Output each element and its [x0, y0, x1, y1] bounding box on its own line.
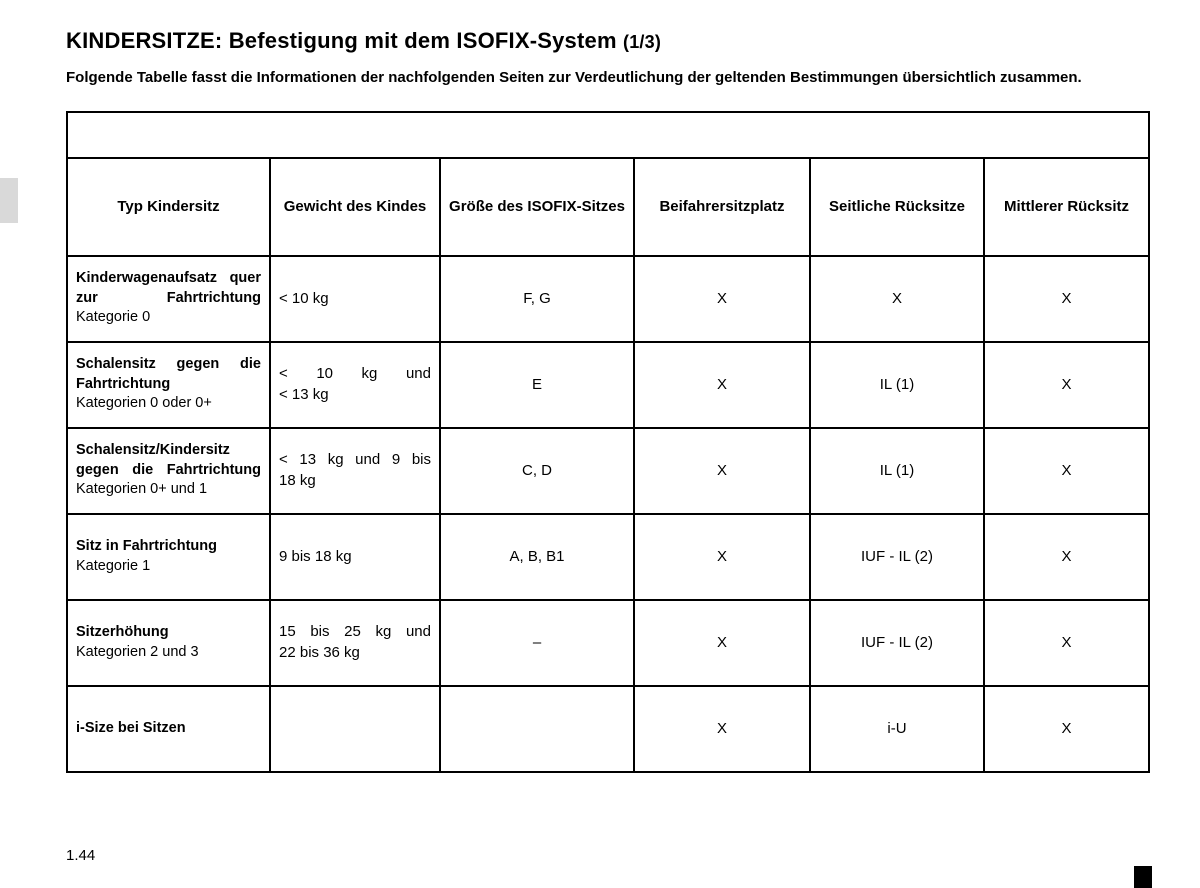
title-main: KINDERSITZE: Befestigung mit dem ISOFIX-… — [66, 28, 617, 53]
weight-line1: < 10 kg und — [279, 364, 431, 384]
cell-side: IUF - IL (2) — [810, 600, 984, 686]
weight-line2: 22 bis 36 kg — [279, 643, 431, 663]
cell-weight: < 13 kg und 9 bis18 kg — [270, 428, 440, 514]
cell-size: A, B, B1 — [440, 514, 634, 600]
cell-mid: X — [984, 428, 1149, 514]
cell-mid: X — [984, 256, 1149, 342]
weight-line1: 15 bis 25 kg und — [279, 622, 431, 642]
cell-typ: Schalensitz/Kindersitz gegen die Fahrtri… — [67, 428, 270, 514]
table-row: i-Size bei Sitzen Xi-UX — [67, 686, 1149, 772]
cell-weight — [270, 686, 440, 772]
cell-size: E — [440, 342, 634, 428]
page-title: KINDERSITZE: Befestigung mit dem ISOFIX-… — [66, 28, 1150, 54]
table-row: SitzerhöhungKategorien 2 und 315 bis 25 … — [67, 600, 1149, 686]
cell-front: X — [634, 342, 810, 428]
typ-main: Schalensitz gegen die Fahrtrichtung — [76, 355, 261, 394]
cell-front: X — [634, 256, 810, 342]
cell-typ: Schalensitz gegen die FahrtrichtungKateg… — [67, 342, 270, 428]
cell-typ: Sitz in FahrtrichtungKategorie 1 — [67, 514, 270, 600]
title-suffix: (1/3) — [623, 32, 661, 52]
col-side: Seitliche Rücksitze — [810, 158, 984, 256]
typ-category: Kategorien 0+ und 1 — [76, 480, 261, 500]
cell-front: X — [634, 428, 810, 514]
cell-front: X — [634, 686, 810, 772]
typ-category: Kategorien 2 und 3 — [76, 643, 261, 663]
table-row: Schalensitz/Kindersitz gegen die Fahrtri… — [67, 428, 1149, 514]
cell-weight: 9 bis 18 kg — [270, 514, 440, 600]
table-spacer-row — [67, 112, 1149, 158]
typ-main: i-Size bei Sitzen — [76, 719, 261, 739]
col-typ: Typ Kindersitz — [67, 158, 270, 256]
typ-category: Kategorie 1 — [76, 557, 261, 577]
cell-front: X — [634, 600, 810, 686]
col-size: Größe des ISOFIX-Sitzes — [440, 158, 634, 256]
footer-tab — [1134, 866, 1152, 888]
col-front: Beifahrersitzplatz — [634, 158, 810, 256]
table-header-row: Typ Kindersitz Gewicht des Kindes Größe … — [67, 158, 1149, 256]
cell-weight: < 10 kg — [270, 256, 440, 342]
typ-main: Kinderwagenaufsatz quer zur Fahrtrichtun… — [76, 269, 261, 308]
cell-size: F, G — [440, 256, 634, 342]
weight-line2: < 13 kg — [279, 385, 431, 405]
weight-line2: 18 kg — [279, 471, 431, 491]
cell-typ: i-Size bei Sitzen — [67, 686, 270, 772]
table-row: Schalensitz gegen die FahrtrichtungKateg… — [67, 342, 1149, 428]
typ-category: Kategorien 0 oder 0+ — [76, 394, 261, 414]
cell-mid: X — [984, 686, 1149, 772]
table-spacer-cell — [67, 112, 1149, 158]
table-row: Sitz in FahrtrichtungKategorie 19 bis 18… — [67, 514, 1149, 600]
col-weight: Gewicht des Kindes — [270, 158, 440, 256]
cell-side: i-U — [810, 686, 984, 772]
cell-side: IL (1) — [810, 428, 984, 514]
table-row: Kinderwagenaufsatz quer zur Fahrtrichtun… — [67, 256, 1149, 342]
page-subtitle: Folgende Tabelle fasst die Informationen… — [66, 68, 1146, 88]
col-mid: Mittlerer Rücksitz — [984, 158, 1149, 256]
cell-side: X — [810, 256, 984, 342]
cell-weight: 15 bis 25 kg und22 bis 36 kg — [270, 600, 440, 686]
cell-size: C, D — [440, 428, 634, 514]
typ-category: Kategorie 0 — [76, 308, 261, 328]
cell-side: IL (1) — [810, 342, 984, 428]
side-tab — [0, 178, 18, 223]
cell-weight: < 10 kg und< 13 kg — [270, 342, 440, 428]
cell-size: – — [440, 600, 634, 686]
cell-mid: X — [984, 514, 1149, 600]
page-number: 1.44 — [66, 847, 95, 864]
cell-front: X — [634, 514, 810, 600]
cell-mid: X — [984, 342, 1149, 428]
typ-main: Schalensitz/Kindersitz gegen die Fahrtri… — [76, 441, 261, 480]
cell-mid: X — [984, 600, 1149, 686]
isofix-table: Typ Kindersitz Gewicht des Kindes Größe … — [66, 111, 1150, 773]
typ-main: Sitz in Fahrtrichtung — [76, 537, 261, 557]
cell-side: IUF - IL (2) — [810, 514, 984, 600]
weight-line1: < 13 kg und 9 bis — [279, 450, 431, 470]
cell-size — [440, 686, 634, 772]
typ-main: Sitzerhöhung — [76, 623, 261, 643]
cell-typ: SitzerhöhungKategorien 2 und 3 — [67, 600, 270, 686]
cell-typ: Kinderwagenaufsatz quer zur Fahrtrichtun… — [67, 256, 270, 342]
